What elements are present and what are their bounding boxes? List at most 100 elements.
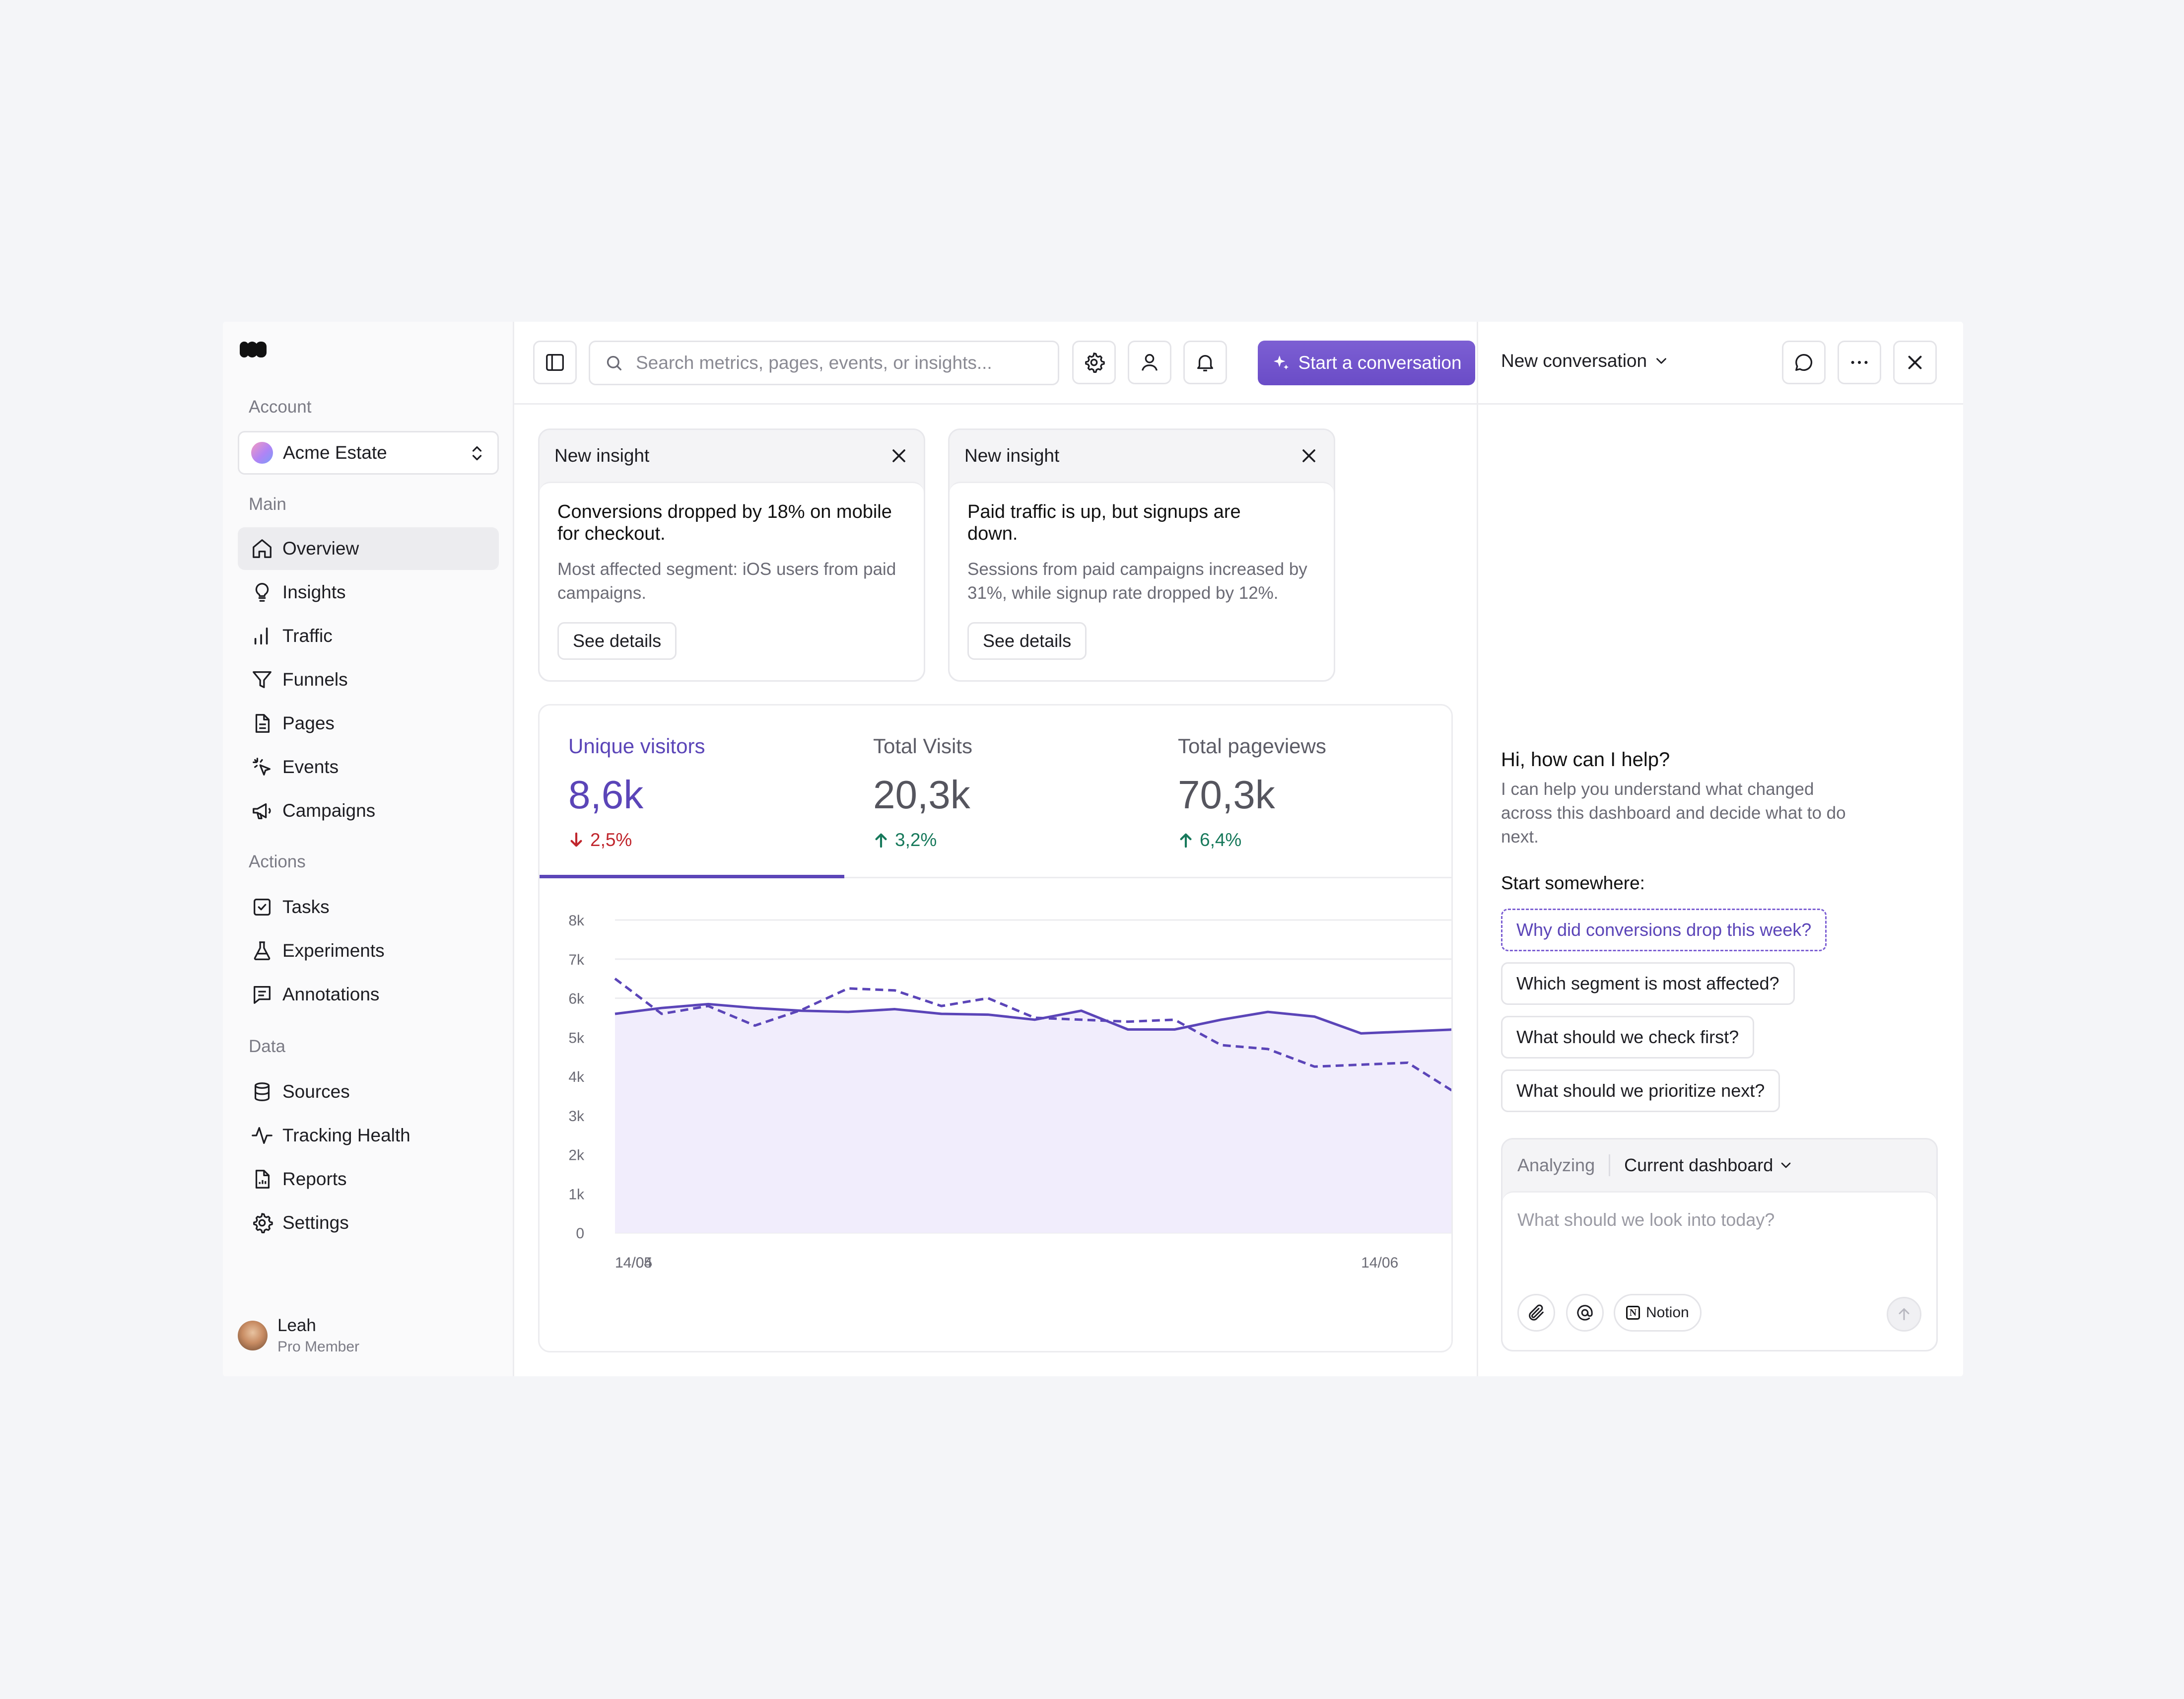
- gear-icon: [1085, 353, 1105, 373]
- delta-value: 6,4%: [1200, 830, 1242, 850]
- metric-delta: 6,4%: [1178, 830, 1451, 850]
- gear-icon: [253, 1213, 273, 1233]
- checkbox-icon: [254, 899, 271, 916]
- mention-button[interactable]: [1566, 1294, 1604, 1332]
- metric-delta: 2,5%: [568, 830, 844, 850]
- sidebar-item-label: Sources: [282, 1081, 350, 1102]
- note-icon: [254, 986, 271, 1004]
- insight-text: Sessions from paid campaigns increased b…: [967, 560, 1307, 603]
- sidebar-item-label: Insights: [282, 582, 346, 602]
- sidebar-item-sources[interactable]: Sources: [238, 1070, 499, 1113]
- insight-title: Conversions dropped by 18% on mobile for…: [557, 501, 892, 544]
- section-label-account: Account: [249, 397, 312, 417]
- sidebar-item-pages[interactable]: Pages: [238, 702, 499, 745]
- sidebar-icon: [546, 354, 564, 371]
- area-fill: [615, 1004, 1451, 1233]
- account-selector[interactable]: Acme Estate: [238, 431, 499, 475]
- start-conversation-button[interactable]: Start a conversation: [1258, 341, 1475, 385]
- send-button[interactable]: [1887, 1297, 1921, 1332]
- search-input[interactable]: [636, 353, 1043, 373]
- y-tick-label: 7k: [568, 952, 585, 968]
- series-line-solid: [614, 1002, 1451, 1035]
- y-tick-label: 5k: [568, 1030, 585, 1046]
- see-details-button[interactable]: See details: [967, 622, 1087, 660]
- delta-value: 2,5%: [590, 830, 632, 850]
- funnel-icon: [253, 671, 272, 688]
- profile-button[interactable]: [1128, 341, 1171, 384]
- home-icon: [253, 539, 272, 558]
- sidebar-item-annotations[interactable]: Annotations: [238, 973, 499, 1016]
- arrow-down-icon: [570, 832, 582, 847]
- tab-total-visits[interactable]: Total Visits 20,3k 3,2%: [844, 706, 1149, 878]
- insight-header: New insight: [964, 445, 1060, 466]
- app-logo[interactable]: [240, 342, 268, 357]
- assistant-panel: New conversation Hi, how can I help? I c…: [1477, 322, 1963, 1376]
- analyzing-label: Analyzing: [1517, 1155, 1595, 1175]
- lightbulb-icon: [255, 583, 269, 602]
- insight-text: Most affected segment: iOS users from pa…: [557, 560, 896, 603]
- sidebar-item-insights[interactable]: Insights: [238, 571, 499, 614]
- insight-title: Paid traffic is up, but signups are down…: [967, 501, 1241, 544]
- more-horizontal-icon: [1851, 360, 1868, 364]
- new-chat-button[interactable]: [1782, 341, 1826, 384]
- settings-button[interactable]: [1072, 341, 1116, 384]
- metric-value: 20,3k: [873, 773, 970, 817]
- suggestion-chip[interactable]: Which segment is most affected?: [1501, 962, 1795, 1005]
- sidebar-item-tracking-health[interactable]: Tracking Health: [238, 1114, 499, 1157]
- sidebar-item-settings[interactable]: Settings: [238, 1202, 499, 1244]
- insight-card: New insight Conversions dropped by 18% o…: [538, 428, 925, 682]
- sidebar-item-campaigns[interactable]: Campaigns: [238, 789, 499, 832]
- close-icon[interactable]: [888, 445, 910, 467]
- sidebar-item-tasks[interactable]: Tasks: [238, 886, 499, 928]
- message-placeholder: What should we look into today?: [1517, 1209, 1775, 1230]
- user-icon: [1142, 354, 1158, 371]
- sidebar-item-traffic[interactable]: Traffic: [238, 615, 499, 657]
- bar-chart-icon: [254, 627, 268, 645]
- sidebar-item-funnels[interactable]: Funnels: [238, 658, 499, 701]
- search-bar[interactable]: [589, 341, 1059, 385]
- toggle-sidebar-button[interactable]: [533, 341, 577, 384]
- more-options-button[interactable]: [1838, 341, 1881, 384]
- conversation-selector[interactable]: New conversation: [1501, 351, 1670, 371]
- scope-selector[interactable]: Current dashboard: [1624, 1155, 1794, 1176]
- database-icon: [254, 1082, 270, 1101]
- suggestions-label: Start somewhere:: [1501, 873, 1645, 893]
- topbar: Start a conversation: [514, 322, 1477, 405]
- document-icon: [255, 714, 270, 733]
- suggestion-chip[interactable]: Why did conversions drop this week?: [1501, 909, 1827, 951]
- sidebar-item-experiments[interactable]: Experiments: [238, 929, 499, 972]
- sidebar-item-events[interactable]: Events: [238, 746, 499, 788]
- sidebar-item-label: Tasks: [282, 897, 330, 917]
- metric-tabs: Unique visitors 8,6k 2,5% Total Visits 2…: [540, 706, 1451, 878]
- notion-source-button[interactable]: N Notion: [1614, 1294, 1702, 1332]
- y-tick-label: 8k: [568, 913, 585, 929]
- sidebar-item-label: Funnels: [282, 669, 348, 690]
- tab-unique-visitors[interactable]: Unique visitors 8,6k 2,5%: [540, 706, 844, 878]
- suggestion-chip[interactable]: What should we check first?: [1501, 1016, 1755, 1059]
- close-icon[interactable]: [1298, 445, 1320, 467]
- sidebar-item-reports[interactable]: Reports: [238, 1158, 499, 1201]
- arrow-up-icon: [875, 833, 887, 848]
- tab-total-pageviews[interactable]: Total pageviews 70,3k 6,4%: [1149, 706, 1451, 878]
- y-tick-label: 1k: [568, 1186, 585, 1203]
- chevron-down-icon: [1656, 358, 1667, 364]
- suggestion-chip[interactable]: What should we prioritize next?: [1501, 1069, 1780, 1112]
- notion-label: Notion: [1646, 1304, 1689, 1321]
- notifications-button[interactable]: [1183, 341, 1227, 384]
- section-label-data: Data: [249, 1037, 285, 1056]
- insight-card: New insight Paid traffic is up, but sign…: [948, 428, 1335, 682]
- message-input[interactable]: What should we look into today? N Notion: [1502, 1191, 1936, 1350]
- sidebar-item-overview[interactable]: Overview: [238, 527, 499, 570]
- metric-value: 8,6k: [568, 773, 644, 817]
- metric-label: Total pageviews: [1178, 734, 1326, 758]
- close-panel-button[interactable]: [1893, 341, 1937, 384]
- at-sign-icon: [1577, 1305, 1593, 1321]
- attach-button[interactable]: [1517, 1294, 1555, 1332]
- main-content: Start a conversation New insight Convers…: [514, 322, 1477, 1376]
- user-name: Leah: [277, 1316, 316, 1335]
- see-details-button[interactable]: See details: [557, 622, 677, 660]
- series-line-dashed: [614, 978, 1451, 1092]
- user-profile[interactable]: Leah Pro Member: [238, 1316, 359, 1355]
- app-window: Account Acme Estate Main Overview Insigh…: [223, 322, 1963, 1376]
- bell-icon: [1197, 355, 1214, 371]
